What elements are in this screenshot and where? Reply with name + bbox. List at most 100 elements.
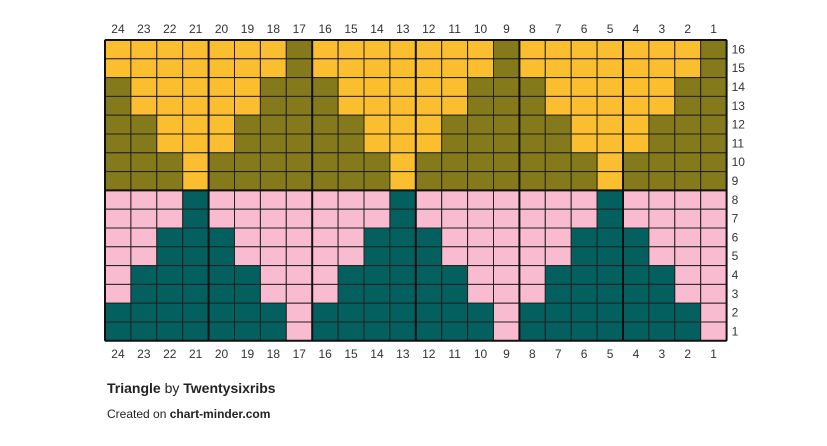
chart-cell [622,171,650,191]
chart-cell [622,208,650,229]
chart-cell [544,265,572,285]
chart-cell [208,95,236,116]
chart-cell [234,208,261,229]
chart-cell [363,302,391,323]
chart-cell [570,95,598,116]
chart-cell [285,171,313,191]
chart-cell [285,227,313,248]
chart-cell [596,208,624,229]
chart-cell [182,39,210,60]
chart-cell [700,189,728,210]
chart-cell [467,246,495,267]
column-label-bottom: 2 [684,347,691,361]
chart-cell [234,227,261,248]
chart-cell [467,283,495,304]
column-label-top: 16 [318,22,332,36]
chart-cell [337,171,365,191]
column-label-top: 20 [215,22,229,36]
row-label: 13 [732,99,746,113]
chart-cell [518,58,546,79]
chart-cell [104,95,132,116]
chart-labels: 2424232322222121202019191818171716161515… [111,22,745,361]
row-label: 9 [732,174,739,188]
chart-cell [700,58,728,79]
chart-cell [130,114,158,135]
column-label-bottom: 16 [318,347,332,361]
chart-cell [415,39,443,60]
chart-cell [415,171,443,191]
chart-cell [700,133,728,154]
chart-cell [389,133,417,154]
chart-cell [648,133,676,154]
chart-cell [415,152,443,173]
chart-cell [130,208,158,229]
chart-cell [596,321,624,342]
chart-cell [285,77,313,97]
chart-cell [570,265,598,285]
chart-cell [311,283,339,304]
chart-cell [544,114,572,135]
chart-cell [130,171,158,191]
chart-cell [441,171,469,191]
chart-cell [622,189,650,210]
column-label-bottom: 24 [111,347,125,361]
chart-cell [208,114,236,135]
chart-cell [622,227,650,248]
chart-cell [596,152,624,173]
chart-cell [259,321,287,342]
chart-cell [493,246,520,267]
chart-cell [441,283,469,304]
chart-cell [622,114,650,135]
chart-cell [234,283,261,304]
chart-cell [156,39,184,60]
chart-cell [311,208,339,229]
chart-cell [156,283,184,304]
chart-cell [259,302,287,323]
chart-cell [544,189,572,210]
chart-author: Twentysixribs [183,380,276,396]
chart-cell [285,189,313,210]
chart-cell [467,189,495,210]
chart-cell [234,95,261,116]
row-label: 4 [732,268,739,282]
chart-cell [104,77,132,97]
chart-cell [622,321,650,342]
chart-cell [259,114,287,135]
chart-cell [518,208,546,229]
chart-cell [311,95,339,116]
chart-cell [311,321,339,342]
chart-cell [156,208,184,229]
chart-cell [570,302,598,323]
chart-cell [156,77,184,97]
chart-cell [415,189,443,210]
chart-cell [130,77,158,97]
chart-cell [415,95,443,116]
chart-cell [389,246,417,267]
chart-cell [544,133,572,154]
chart-cell [570,114,598,135]
credit-line: Created on chart-minder.com [107,407,270,421]
column-label-top: 7 [555,22,562,36]
chart-cell [337,246,365,267]
chart-cell [104,133,132,154]
chart-cell [208,265,236,285]
chart-cell [337,133,365,154]
column-label-top: 19 [241,22,255,36]
column-label-bottom: 13 [396,347,410,361]
chart-cell [234,77,261,97]
column-label-top: 1 [710,22,717,36]
chart-cell [208,171,236,191]
chart-cell [415,58,443,79]
chart-cell [182,302,210,323]
chart-cell [182,133,210,154]
chart-cell [596,114,624,135]
chart-cell [259,152,287,173]
chart-cell [648,321,676,342]
chart-cell [182,77,210,97]
chart-cell [518,265,546,285]
credit-site: chart-minder.com [169,407,271,421]
chart-cell [104,189,132,210]
chart-cell [596,58,624,79]
chart-cell [596,246,624,267]
chart-cell [441,302,469,323]
